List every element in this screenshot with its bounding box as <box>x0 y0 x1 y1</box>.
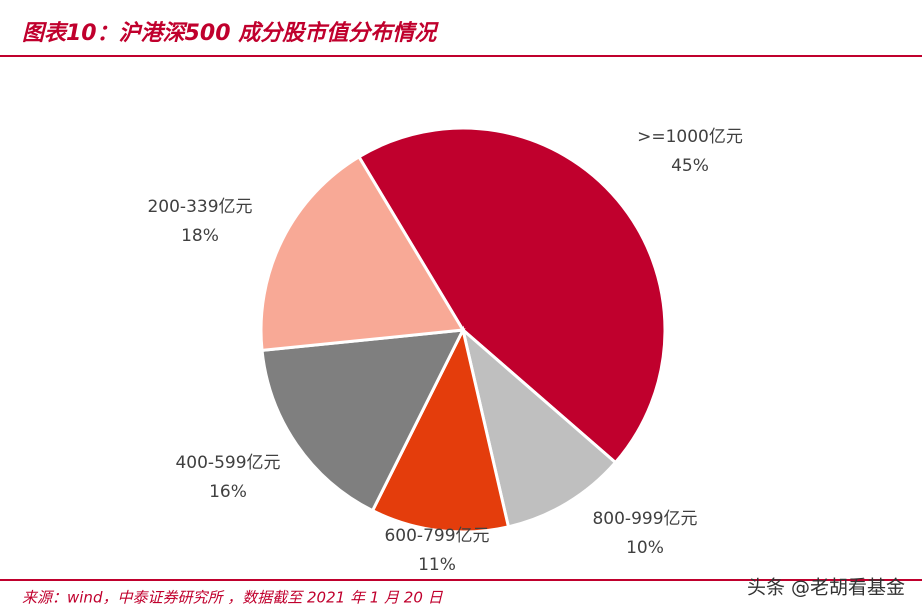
slice-value-label: 18% <box>181 226 219 246</box>
pie-slice <box>259 154 466 353</box>
slice-value-label: 10% <box>626 538 664 558</box>
slice-value-label: 45% <box>671 156 709 176</box>
pie-slice <box>370 325 511 534</box>
slice-value-label: 11% <box>418 555 456 575</box>
chart-title: 图表10：沪港深500 成分股市值分布情况 <box>22 20 439 46</box>
pie-slice <box>460 325 618 529</box>
pie-slice <box>260 328 466 513</box>
slice-label: 200-339亿元 <box>147 197 252 217</box>
source-note: 来源：wind，中泰证券研究所 ，数据截至 2021 年 1 月 20 日 <box>22 589 444 607</box>
watermark: 头条 @老胡看基金 <box>747 577 905 599</box>
pie-slice <box>356 126 667 465</box>
slice-label: 400-599亿元 <box>175 453 280 473</box>
slice-label: 800-999亿元 <box>592 509 697 529</box>
slice-value-label: 16% <box>209 482 247 502</box>
slice-label: 600-799亿元 <box>384 526 489 546</box>
slice-label: >=1000亿元 <box>637 127 743 147</box>
